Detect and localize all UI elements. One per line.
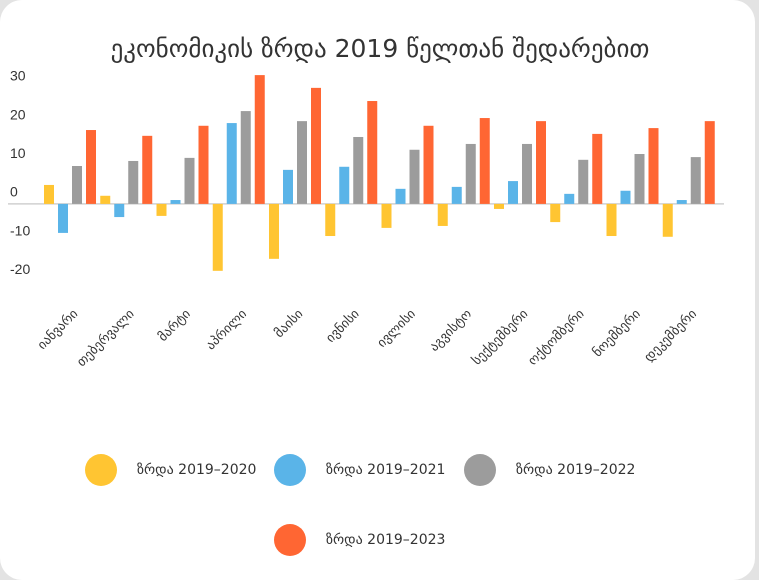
x-tick-label: აპრილი <box>203 307 250 354</box>
bar <box>325 203 336 237</box>
bar <box>395 188 406 204</box>
bar <box>142 135 153 204</box>
y-tick-label: 30 <box>10 68 26 84</box>
x-tick-label: ოქტომბერი <box>525 307 587 369</box>
bar <box>522 143 532 204</box>
legend-label: ზრდა 2019–2021 <box>326 461 445 478</box>
bar <box>198 125 209 204</box>
bar <box>494 203 504 209</box>
bar <box>44 184 54 204</box>
x-tick-label: დეკემბერი <box>642 307 701 366</box>
legend-label: ზრდა 2019–2020 <box>137 461 256 478</box>
bar <box>409 149 420 204</box>
bar <box>58 203 68 233</box>
bar <box>156 203 167 216</box>
chart: ეკონომიკის ზრდა 2019 წელთან შედარებით 30… <box>8 34 724 556</box>
bar <box>212 203 223 271</box>
bar <box>423 125 434 204</box>
x-tick-label: იანვარი <box>35 307 81 353</box>
bar <box>381 203 392 228</box>
bar <box>662 203 673 237</box>
bar <box>704 121 715 204</box>
bar <box>465 143 476 204</box>
x-tick-label: მარტი <box>156 307 194 345</box>
x-tick-label: მაისი <box>272 307 307 342</box>
bar <box>592 133 603 204</box>
y-tick-label: 20 <box>10 106 26 122</box>
bar <box>240 111 251 204</box>
bar <box>620 190 631 204</box>
y-tick-label: 10 <box>10 145 26 161</box>
chart-title: ეკონომიკის ზრდა 2019 წელთან შედარებით <box>111 34 650 63</box>
bar <box>606 203 617 237</box>
x-tick-label: სექტემბერი <box>470 307 532 369</box>
bar <box>226 123 237 204</box>
bar <box>128 160 139 204</box>
bar <box>311 87 321 204</box>
y-tick-label: 0 <box>10 184 18 200</box>
bar <box>269 203 279 259</box>
y-tick-label: -10 <box>10 222 30 238</box>
bar <box>184 157 195 204</box>
bar <box>634 154 645 204</box>
x-tick-label: აგვისტო <box>427 307 475 355</box>
y-tick-label: -20 <box>10 261 30 277</box>
bar <box>437 203 448 226</box>
x-tick-label: თებერვალი <box>74 307 137 370</box>
bar <box>690 157 701 204</box>
bar <box>283 169 293 204</box>
legend-label: ზრდა 2019–2022 <box>516 461 635 478</box>
legend-marker <box>464 454 496 486</box>
bar <box>254 75 265 204</box>
bar <box>676 200 687 204</box>
bar <box>508 181 518 204</box>
bar <box>339 166 350 204</box>
x-tick-label: ივლისი <box>375 307 419 351</box>
bar <box>367 101 378 204</box>
bar <box>648 128 659 204</box>
legend-label: ზრდა 2019–2023 <box>326 531 445 548</box>
bar <box>536 121 546 204</box>
bar <box>72 166 82 204</box>
bar <box>578 159 589 204</box>
legend-marker <box>274 454 306 486</box>
legend-marker <box>85 454 117 486</box>
bar <box>297 121 307 204</box>
bar <box>86 130 96 204</box>
bar <box>353 136 364 204</box>
bar <box>479 118 490 204</box>
x-tick-label: ივნისი <box>323 307 362 346</box>
bar <box>564 193 575 204</box>
x-tick-label: ნოემბერი <box>590 307 644 361</box>
bar <box>170 200 181 204</box>
bar <box>100 195 111 204</box>
bar <box>451 186 462 204</box>
bar <box>550 203 561 223</box>
legend-marker <box>274 524 306 556</box>
bar <box>114 203 125 218</box>
